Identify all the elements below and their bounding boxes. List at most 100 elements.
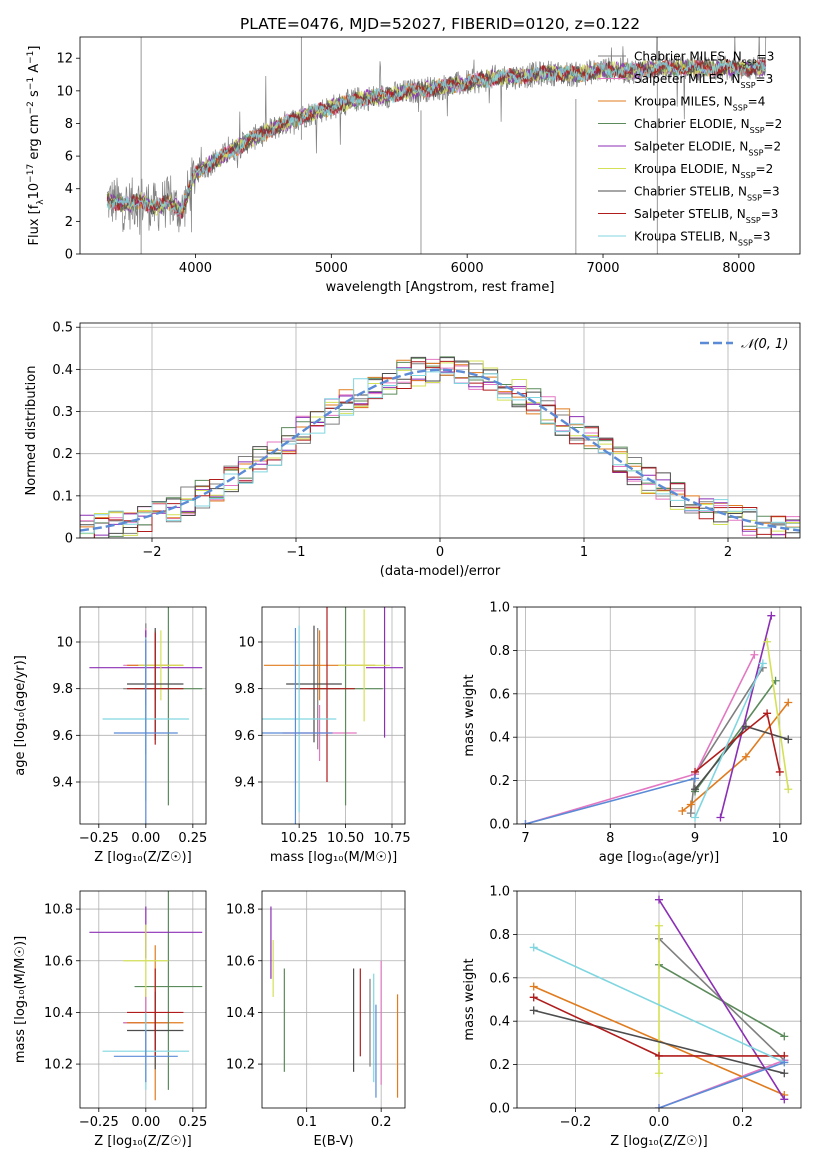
error-bar-point [127, 632, 184, 745]
axes-frame [79, 322, 801, 539]
series-marker [529, 943, 538, 952]
weight-series [691, 659, 767, 822]
x-axis-label: Z [log₁₀(Z/Z☉)] [610, 1134, 707, 1149]
series-marker [655, 1104, 663, 1108]
y-tick-label: 0.4 [489, 1015, 510, 1030]
x-tick-label: 0.0 [649, 1115, 670, 1130]
series-line [658, 1061, 785, 1108]
y-tick-label: 10.2 [44, 1058, 73, 1073]
y-axis-label: age [log₁₀(age/yr)] [13, 655, 28, 776]
x-tick-label: −0.25 [79, 831, 119, 846]
histogram-series [80, 368, 800, 538]
y-tick-label: 0.0 [489, 1102, 510, 1117]
chart-age_vs_Z: −0.25 0.00 0.25 9.4 9.6 9.8 10 Z [log₁₀(Z/Z☉)] a… [13, 606, 207, 865]
y-axis-label: mass weight [462, 674, 477, 756]
y-tick-label: 9.6 [52, 729, 73, 744]
x-tick-label: −0.2 [560, 1115, 592, 1130]
x-tick-label: −1 [286, 545, 305, 560]
error-bar-point [338, 609, 391, 722]
weight-series [716, 611, 776, 822]
x-tick-label: −2 [142, 545, 161, 560]
x-axis-label: (data-model)/error [380, 564, 501, 579]
y-tick-label: 1.0 [489, 601, 510, 616]
series-marker [655, 1069, 663, 1078]
legend-entry: Kroupa ELODIE, NSSP=2 [598, 162, 773, 180]
y-tick-label: 0.8 [489, 644, 510, 659]
series-marker [686, 809, 695, 818]
x-axis-label: Z [log₁₀(Z/Z☉)] [94, 1134, 191, 1149]
y-tick-label: 10.6 [44, 954, 73, 969]
series-marker [741, 722, 750, 731]
y-tick-label: 0.2 [52, 447, 73, 462]
series-marker [691, 774, 700, 783]
y-tick-label: 0.1 [52, 489, 73, 504]
series-line [681, 702, 789, 812]
series-marker [655, 921, 663, 930]
y-tick-label: 0.6 [489, 971, 510, 986]
legend-entry: Salpeter ELODIE, NSSP=2 [598, 140, 781, 157]
y-tick-label: 10.4 [44, 1006, 73, 1021]
weight-series [655, 921, 663, 1078]
y-tick-label: 12 [56, 52, 73, 67]
y-tick-label: 10.2 [226, 1058, 255, 1073]
model-line [106, 59, 767, 217]
legend-entry: 𝒩(0, 1) [700, 337, 788, 352]
series-marker [655, 895, 663, 904]
y-tick-label: 10 [238, 636, 255, 651]
y-tick-label: 4 [65, 182, 73, 197]
y-tick-label: 2 [65, 215, 73, 230]
series-marker [716, 813, 725, 822]
legend-entry: Chabrier STELIB, NSSP=3 [598, 185, 780, 202]
x-tick-label: 7000 [586, 261, 619, 276]
y-tick-label: 10.4 [226, 1006, 255, 1021]
series-marker [780, 1032, 789, 1041]
x-tick-label: 9 [691, 831, 699, 846]
y-tick-label: 0.2 [489, 1058, 510, 1073]
series-line [525, 777, 696, 824]
series-marker [763, 637, 772, 646]
series-marker [763, 709, 772, 718]
x-axis-label: wavelength [Angstrom, rest frame] [326, 280, 555, 295]
x-tick-label: 0.25 [178, 1115, 207, 1130]
plot-area [262, 607, 405, 824]
legend-label: 𝒩(0, 1) [741, 337, 788, 352]
x-tick-label: 6000 [451, 261, 484, 276]
series-line [533, 946, 785, 1064]
plot-area [80, 607, 206, 824]
x-tick-label: 8 [606, 831, 614, 846]
legend-entry: Salpeter STELIB, NSSP=3 [598, 207, 778, 225]
y-tick-label: 0.4 [489, 731, 510, 746]
y-tick-label: 0.5 [52, 321, 73, 336]
y-tick-label: 10.6 [226, 954, 255, 969]
x-tick-label: 4000 [179, 261, 212, 276]
axes-frame [79, 606, 207, 825]
y-axis-label: Normed distribution [24, 366, 39, 496]
series-marker [775, 767, 784, 776]
x-tick-label: 10.75 [373, 831, 410, 846]
y-tick-label: 10 [56, 636, 73, 651]
plot-area [80, 891, 206, 1108]
series-marker [691, 813, 700, 822]
y-tick-label: 9.4 [234, 776, 255, 791]
error-bar-point [286, 625, 342, 743]
y-tick-label: 9.6 [234, 729, 255, 744]
axes-frame [516, 890, 802, 1109]
series-line [719, 615, 773, 818]
series-marker [741, 752, 750, 761]
error-bar-point [113, 639, 178, 824]
series-marker [780, 1095, 789, 1104]
y-tick-label: 0.2 [489, 774, 510, 789]
y-tick-label: 1.0 [489, 885, 510, 900]
series-line [766, 641, 790, 790]
chart-mass_vs_Z: −0.25 0.00 0.25 10.2 10.4 10.6 10.8 Z [log₁₀(Z/… [13, 890, 207, 1149]
legend-entry: Kroupa STELIB, NSSP=3 [598, 230, 771, 247]
chart-mass_vs_ebv: 0.1 0.2 10.2 10.4 10.6 10.8 E(B-V) [226, 890, 406, 1149]
x-tick-label: 10.25 [281, 831, 318, 846]
chart-weight_vs_age: 7 8 9 10 0.0 0.2 0.4 0.6 0.8 1.0 age [log₁₀(age/yr… [462, 601, 802, 865]
series-marker [521, 820, 530, 824]
error-bar-point [123, 924, 169, 997]
error-bar-point [299, 607, 355, 782]
series-marker [678, 806, 687, 815]
x-tick-label: 0.00 [131, 831, 160, 846]
